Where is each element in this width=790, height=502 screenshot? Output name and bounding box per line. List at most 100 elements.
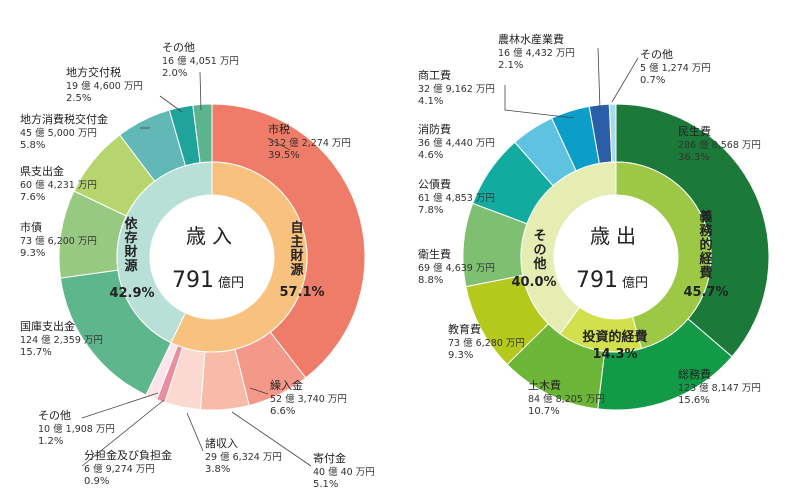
- slice-pct: 0.9%: [84, 476, 109, 487]
- leader-line: [267, 137, 291, 151]
- slice-amount: 60 億 4,231 万円: [20, 179, 97, 191]
- slice-amount: 45 億 5,000 万円: [20, 127, 97, 139]
- leader-line: [81, 399, 165, 467]
- group-label-char: 的: [699, 237, 712, 253]
- slice-pct: 2.1%: [498, 60, 523, 71]
- slice-name: 繰入金: [270, 378, 303, 392]
- slice-pct: 3.8%: [205, 464, 230, 475]
- group-label-char: 他: [532, 256, 546, 272]
- group-label-char: 存: [124, 230, 137, 246]
- leader-line: [249, 387, 269, 395]
- group-pct: 57.1%: [279, 285, 324, 300]
- leader-line: [159, 95, 183, 113]
- slice-name: 市債: [20, 220, 42, 234]
- slice-name: 公債費: [418, 177, 451, 191]
- slice-name: 市税: [268, 122, 290, 136]
- group-label-char: 務: [699, 223, 713, 239]
- slice-amount: 73 億 6,280 万円: [448, 337, 525, 349]
- slice-amount: 52 億 3,740 万円: [270, 393, 347, 405]
- slice-amount: 29 億 6,324 万円: [205, 451, 282, 463]
- group-label-char: 自: [290, 220, 303, 236]
- slice-amount: 32 億 9,162 万円: [418, 83, 495, 95]
- center-disc: [150, 195, 274, 319]
- slice-amount: 6 億 9,274 万円: [84, 463, 155, 475]
- slice-pct: 15.7%: [20, 347, 52, 358]
- slice-pct: 9.3%: [448, 350, 473, 361]
- slice-name: その他: [38, 409, 71, 422]
- group-label-char: 依: [124, 216, 138, 232]
- slice-pct: 8.8%: [418, 275, 443, 286]
- leader-line: [504, 85, 575, 119]
- slice-name: 教育費: [448, 322, 481, 336]
- slice-name: 諸収入: [205, 436, 238, 450]
- slice-amount: 84 億 8,205 万円: [528, 393, 605, 405]
- slice-name: 農林水産業費: [498, 32, 564, 46]
- slice-pct: 2.5%: [66, 93, 91, 104]
- group-label-char: 経: [699, 251, 713, 267]
- slice-pct: 39.5%: [268, 150, 300, 161]
- leader-line: [231, 411, 312, 467]
- slice-name: 衛生費: [418, 247, 451, 261]
- slice-name: その他: [640, 48, 673, 61]
- slice-amount: 286 億 8,568 万円: [678, 139, 761, 151]
- slice-amount: 123 億 8,147 万円: [678, 382, 761, 394]
- slice-amount: 10 億 1,908 万円: [38, 423, 115, 435]
- group-label-char: 義: [699, 209, 712, 225]
- slice-amount: 312 億 2,274 万円: [268, 137, 351, 149]
- group-label-char: 費: [699, 265, 712, 281]
- group-pct: 42.9%: [109, 286, 154, 301]
- group-label: 投資的経費: [582, 329, 647, 345]
- group-label-char: そ: [533, 229, 546, 244]
- leader-line: [597, 47, 601, 111]
- group-label: その他: [532, 229, 546, 272]
- slice-pct: 4.1%: [418, 96, 443, 107]
- group-label-char: 財: [289, 248, 303, 264]
- slice-amount: 73 億 6,200 万円: [20, 235, 97, 247]
- group-pct: 40.0%: [511, 275, 556, 290]
- slice-name: 地方消費税交付金: [20, 112, 108, 126]
- leader-line: [81, 392, 159, 419]
- group-label-char: 源: [290, 262, 303, 278]
- slice-pct: 6.6%: [270, 406, 295, 417]
- slice-pct: 0.7%: [640, 75, 665, 86]
- slice-name: 土木費: [528, 378, 561, 392]
- slice-name: 分担金及び負担金: [84, 448, 172, 462]
- group-pct: 45.7%: [683, 285, 728, 300]
- inner-slice: [520, 161, 617, 335]
- slice-name: 総務費: [678, 367, 711, 381]
- slice-name: 寄付金: [313, 451, 346, 465]
- group-label-char: 主: [290, 234, 303, 250]
- slice-name: 県支出金: [20, 164, 64, 178]
- leader-line: [186, 412, 204, 452]
- center-title: 歳入: [186, 224, 238, 248]
- group-pct: 14.3%: [592, 347, 637, 362]
- center-title: 歳出: [590, 224, 642, 248]
- group-label-char: の: [533, 243, 546, 258]
- total-value: 791: [172, 268, 214, 293]
- slice-pct: 7.8%: [418, 205, 443, 216]
- total-unit: 億円: [218, 275, 244, 291]
- slice-pct: 2.0%: [162, 68, 187, 79]
